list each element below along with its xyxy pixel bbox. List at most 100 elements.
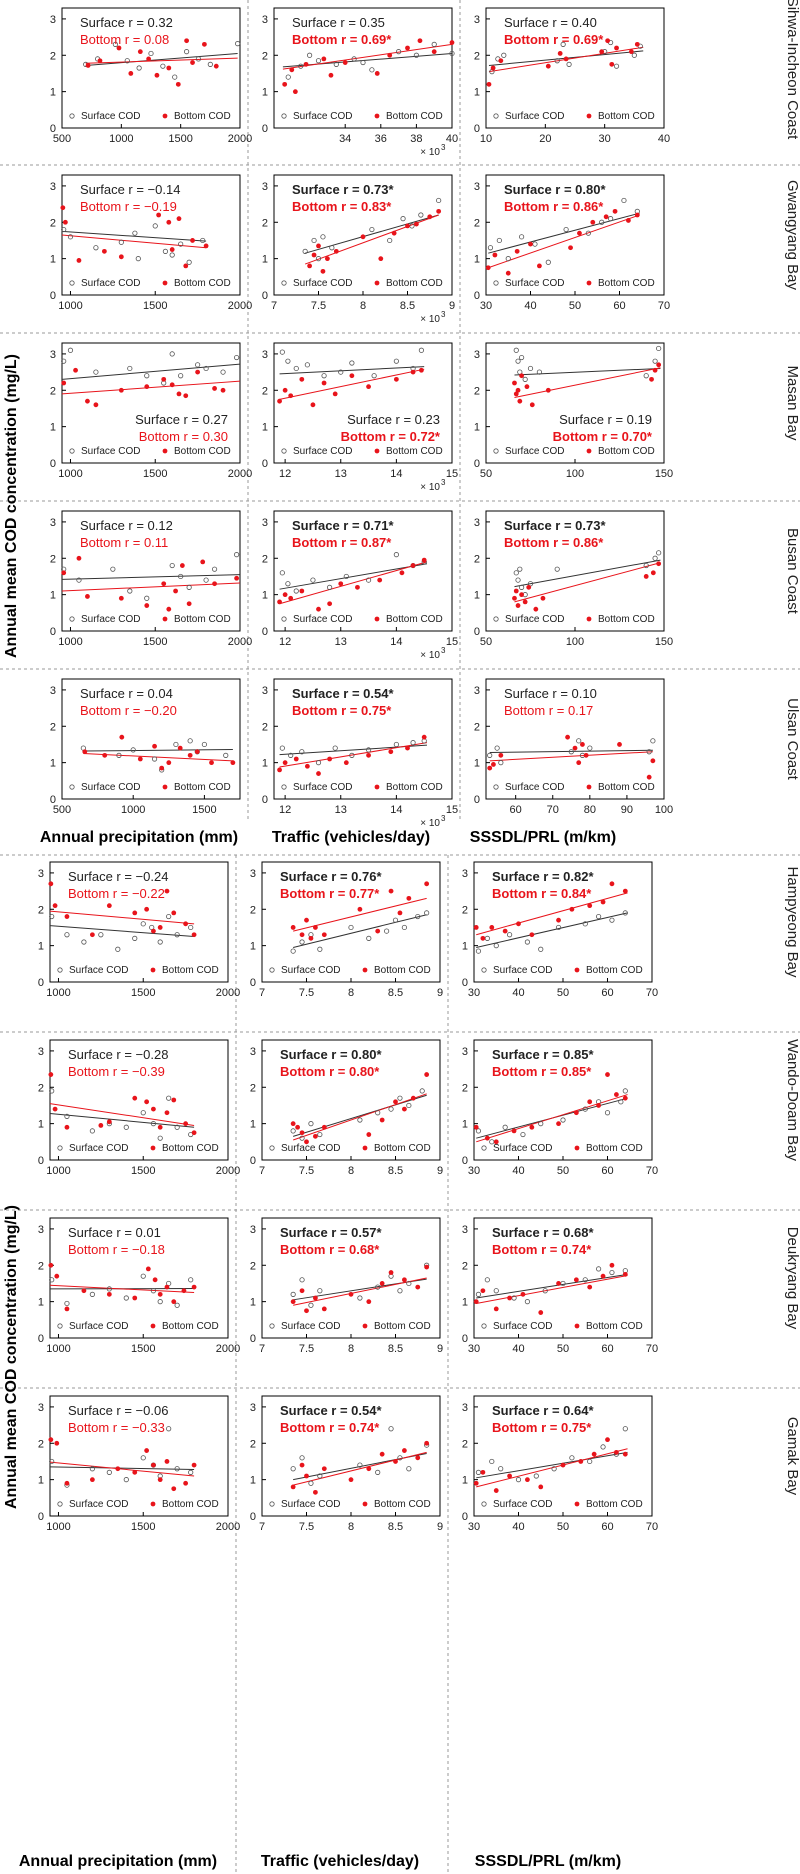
bottom-point xyxy=(277,767,282,773)
y-tick-label: 2 xyxy=(474,50,480,62)
bottom-point xyxy=(304,917,309,923)
x-axis-title: SSSDL/PRL (m/km) xyxy=(475,1853,621,1870)
x-tick-label: 1000 xyxy=(46,1343,70,1355)
bottom-point xyxy=(399,570,405,576)
x-tick-label: 100 xyxy=(566,636,584,648)
x-tick-label: 60 xyxy=(601,1343,613,1355)
x-tick-label: 90 xyxy=(621,804,633,816)
bottom-point xyxy=(410,1095,416,1101)
bottom-correlation-label: Bottom r = 0.87* xyxy=(292,535,392,550)
legend-surface-label: Surface COD xyxy=(493,1143,552,1154)
bottom-point xyxy=(169,382,175,388)
bottom-point xyxy=(491,762,496,767)
surface-point xyxy=(308,1121,314,1127)
bottom-point xyxy=(332,391,338,397)
bottom-point xyxy=(609,1262,615,1268)
bottom-point xyxy=(288,595,294,601)
region-label: Busan Coast xyxy=(784,528,800,615)
surface-point xyxy=(563,226,569,233)
surface-point xyxy=(582,921,588,927)
legend-surface-marker xyxy=(281,616,287,622)
bottom-correlation-label: Bottom r = 0.08 xyxy=(80,32,169,47)
bottom-point xyxy=(166,606,172,612)
bottom-correlation-label: Bottom r = 0.86* xyxy=(504,535,604,550)
bottom-point xyxy=(154,72,160,78)
bottom-point xyxy=(405,45,410,51)
x-tick-label: 50 xyxy=(480,636,492,648)
legend-surface-label: Surface COD xyxy=(69,1143,128,1154)
y-tick-label: 0 xyxy=(474,626,480,638)
bottom-point xyxy=(64,1306,70,1312)
bottom-point xyxy=(609,61,615,67)
bottom-point xyxy=(101,248,107,254)
surface-point xyxy=(383,928,390,934)
x-tick-label: 60 xyxy=(601,1521,613,1533)
bottom-point xyxy=(159,765,165,771)
bottom-point xyxy=(628,49,634,55)
surface-point xyxy=(365,747,372,753)
bottom-point xyxy=(171,1299,177,1305)
surface-point xyxy=(600,1444,606,1450)
surface-point xyxy=(144,373,150,379)
bottom-point xyxy=(64,914,70,919)
bottom-fit-line xyxy=(282,43,453,70)
surface-point xyxy=(449,50,455,57)
bottom-point xyxy=(157,1124,163,1130)
surface-point xyxy=(98,932,104,938)
panel-hampyeong-bay-col2: 0 1 2 3 30 40 50 60 70 Surface r = 0.82* Bottom r … xyxy=(462,861,658,999)
bottom-point xyxy=(560,1462,566,1468)
legend-bottom-marker xyxy=(150,1323,156,1329)
x-exponent-label: × 10 xyxy=(420,147,440,158)
bottom-point xyxy=(277,599,282,605)
y-tick-label: 2 xyxy=(462,1260,468,1272)
legend-surface-label: Surface COD xyxy=(505,278,564,289)
legend-bottom-marker xyxy=(374,616,380,622)
panel-wando-doam-bay-col2: 0 1 2 3 30 40 50 60 70 Surface r = 0.85* Bottom r … xyxy=(462,1039,658,1177)
x-tick-label: 30 xyxy=(468,1343,480,1355)
legend-bottom-label: Bottom COD xyxy=(598,278,655,289)
legend-bottom-label: Bottom COD xyxy=(586,1143,643,1154)
bottom-point xyxy=(76,258,82,263)
y-tick-label: 3 xyxy=(262,685,268,697)
surface-point xyxy=(515,577,521,583)
region-label: Gamak Bay xyxy=(784,1417,800,1496)
bottom-point xyxy=(61,570,67,576)
bottom-point xyxy=(313,1489,318,1495)
bottom-point xyxy=(181,1288,187,1294)
bottom-point xyxy=(106,1119,112,1125)
bottom-correlation-label: Bottom r = 0.77* xyxy=(280,886,380,901)
x-tick-label: 100 xyxy=(655,804,673,816)
y-tick-label: 2 xyxy=(250,1438,256,1450)
plot-frame xyxy=(61,342,241,464)
x-tick-label: 1000 xyxy=(121,804,145,816)
surface-point xyxy=(293,365,299,372)
legend-surface-label: Surface COD xyxy=(81,782,140,793)
bottom-point xyxy=(338,581,344,587)
bottom-point xyxy=(387,52,393,58)
bottom-point xyxy=(511,1128,517,1134)
x-exponent-label: × 10 xyxy=(420,818,440,829)
y-tick-label: 3 xyxy=(474,685,480,697)
bottom-point xyxy=(62,219,68,225)
bottom-fit-line xyxy=(49,1103,195,1126)
bottom-fit-line xyxy=(293,1451,427,1486)
surface-point xyxy=(132,935,138,941)
surface-point xyxy=(397,1288,403,1294)
bottom-correlation-label: Bottom r = 0.83* xyxy=(292,199,392,214)
bottom-point xyxy=(393,1099,398,1105)
bottom-point xyxy=(52,1106,58,1112)
bottom-correlation-label: Bottom r = −0.39 xyxy=(68,1064,165,1079)
legend-surface-label: Surface COD xyxy=(293,614,352,625)
surface-point xyxy=(568,749,574,755)
surface-point xyxy=(315,760,322,766)
y-tick-label: 1 xyxy=(474,758,480,770)
y-tick-label: 2 xyxy=(262,721,268,733)
x-tick-label: 40 xyxy=(512,1521,524,1533)
bottom-point xyxy=(144,1448,150,1453)
bottom-point xyxy=(519,373,524,379)
panel-deukryang-bay-col2: 0 1 2 3 30 40 50 60 70 Surface r = 0.68* Bottom r … xyxy=(462,1217,658,1355)
x-tick-label: 1500 xyxy=(192,804,216,816)
y-tick-label: 3 xyxy=(38,1224,44,1236)
